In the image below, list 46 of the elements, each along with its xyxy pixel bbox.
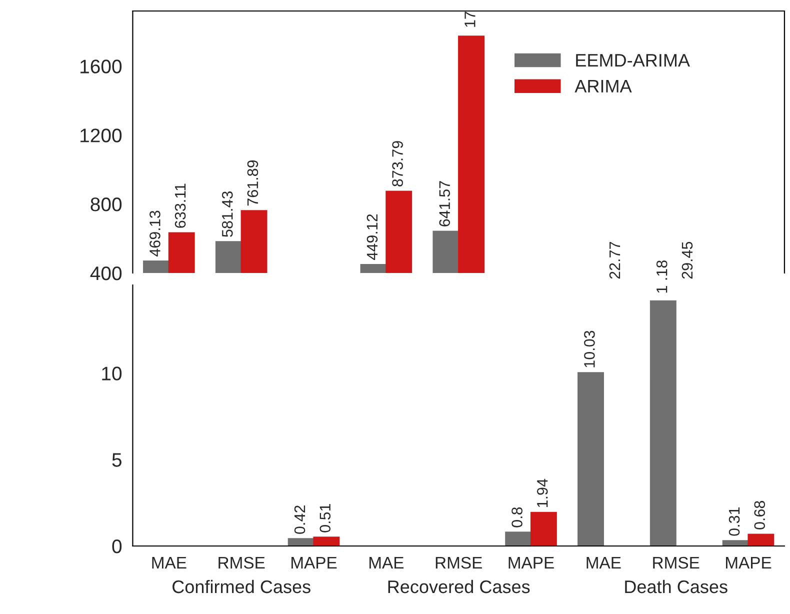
bar — [748, 534, 774, 546]
y-tick-label: 10 — [102, 366, 122, 380]
y-tick-label: 800 — [90, 198, 122, 212]
bar — [313, 536, 340, 546]
legend-label: EEMD-ARIMA — [576, 54, 690, 67]
data-label: 633.11 — [174, 184, 186, 228]
data-label: 469.13 — [150, 210, 160, 256]
data-label: 10.03 — [584, 330, 595, 368]
data-label: 0.51 — [320, 504, 331, 532]
data-label: 0.42 — [294, 506, 306, 534]
data-label: 0.68 — [754, 500, 766, 530]
x-tick-label: MAPE — [508, 557, 554, 568]
data-label: 1.94 — [536, 478, 548, 508]
bar — [578, 372, 604, 546]
x-tick-label: RMSE — [653, 556, 700, 569]
data-label: 641.57 — [439, 181, 450, 226]
x-tick-label: RMSE — [436, 556, 482, 569]
x-tick-label: MAPE — [726, 557, 772, 568]
data-label: 581.43 — [222, 191, 233, 237]
data-label: 0.8 — [512, 507, 522, 528]
x-tick-label: RMSE — [218, 556, 265, 569]
x-tick-label: MAE — [369, 557, 404, 568]
x-tick-label: MAPE — [292, 557, 337, 568]
y-tick-label: 1200 — [80, 128, 122, 142]
bar — [530, 512, 557, 546]
annotation: 22.77 — [609, 242, 620, 279]
bar — [650, 300, 676, 546]
x-tick-label: MAE — [152, 557, 186, 568]
bar — [505, 532, 532, 546]
annotation: 29.45 — [682, 242, 693, 279]
data-label: 761.89 — [247, 160, 258, 206]
text: Death Cases — [625, 580, 728, 594]
data-label: 0.31 — [728, 507, 740, 536]
data-label: 873.79 — [392, 141, 403, 186]
y-tick-label: 5 — [112, 453, 122, 467]
x-tick-label: MAE — [586, 557, 621, 568]
annotation: 17 — [464, 12, 476, 27]
bar — [288, 538, 314, 546]
y-tick-label: 1600 — [80, 60, 122, 74]
y-tick-label: 400 — [90, 266, 122, 280]
data-label: 449.12 — [366, 214, 378, 260]
y-tick-label: 0 — [112, 539, 122, 554]
annotation: 1 .18 — [656, 260, 668, 293]
text: Recovered Cases — [388, 580, 530, 594]
legend-label: ARIMA — [574, 80, 632, 92]
text: Confirmed Cases — [172, 580, 310, 594]
